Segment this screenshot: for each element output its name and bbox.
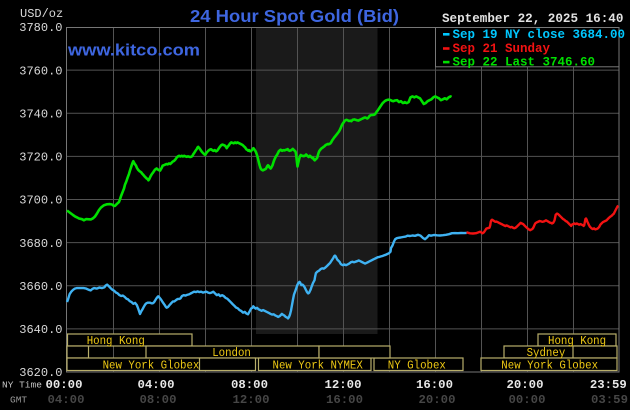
svg-text:3720.0: 3720.0 xyxy=(19,151,62,165)
svg-text:NY Time: NY Time xyxy=(2,379,42,390)
svg-text:16:00: 16:00 xyxy=(326,393,363,407)
svg-text:www.kitco.com: www.kitco.com xyxy=(67,40,200,59)
svg-text:London: London xyxy=(212,347,251,360)
svg-text:New York Globex: New York Globex xyxy=(103,360,200,373)
svg-text:04:00: 04:00 xyxy=(48,393,85,407)
svg-text:USD/oz: USD/oz xyxy=(20,7,63,21)
svg-text:23:59: 23:59 xyxy=(590,378,627,392)
svg-text:NY Globex: NY Globex xyxy=(388,360,446,373)
svg-text:3680.0: 3680.0 xyxy=(19,237,62,251)
svg-text:September 22, 2025 16:40: September 22, 2025 16:40 xyxy=(442,12,623,26)
svg-text:24 Hour Spot Gold (Bid): 24 Hour Spot Gold (Bid) xyxy=(190,6,399,26)
svg-text:00:00: 00:00 xyxy=(509,393,546,407)
svg-text:3780.0: 3780.0 xyxy=(19,21,62,35)
svg-text:20:00: 20:00 xyxy=(419,393,456,407)
svg-text:08:00: 08:00 xyxy=(140,393,177,407)
svg-text:08:00: 08:00 xyxy=(231,378,268,392)
svg-text:00:00: 00:00 xyxy=(46,378,83,392)
svg-text:Hong Kong: Hong Kong xyxy=(548,335,606,348)
svg-text:3740.0: 3740.0 xyxy=(19,108,62,122)
svg-text:3760.0: 3760.0 xyxy=(19,64,62,78)
svg-text:Sep 19 NY close 3684.00: Sep 19 NY close 3684.00 xyxy=(453,28,626,42)
svg-text:3660.0: 3660.0 xyxy=(19,280,62,294)
svg-text:3620.0: 3620.0 xyxy=(19,366,62,380)
svg-text:12:00: 12:00 xyxy=(233,393,270,407)
svg-text:Sep 22 Last 3746.60: Sep 22 Last 3746.60 xyxy=(453,56,596,70)
svg-text:New York NYMEX: New York NYMEX xyxy=(273,360,363,373)
svg-text:GMT: GMT xyxy=(10,395,27,406)
svg-text:04:00: 04:00 xyxy=(138,378,175,392)
svg-text:16:00: 16:00 xyxy=(416,378,453,392)
svg-text:3640.0: 3640.0 xyxy=(19,323,62,337)
svg-text:Sydney: Sydney xyxy=(527,347,566,360)
svg-text:New York Globex: New York Globex xyxy=(501,360,598,373)
svg-text:Hong Kong: Hong Kong xyxy=(87,335,145,348)
svg-text:12:00: 12:00 xyxy=(325,378,362,392)
svg-text:03:59: 03:59 xyxy=(591,393,628,407)
svg-text:Sep 21 Sunday: Sep 21 Sunday xyxy=(453,42,551,56)
svg-text:20:00: 20:00 xyxy=(507,378,544,392)
svg-text:3700.0: 3700.0 xyxy=(19,194,62,208)
